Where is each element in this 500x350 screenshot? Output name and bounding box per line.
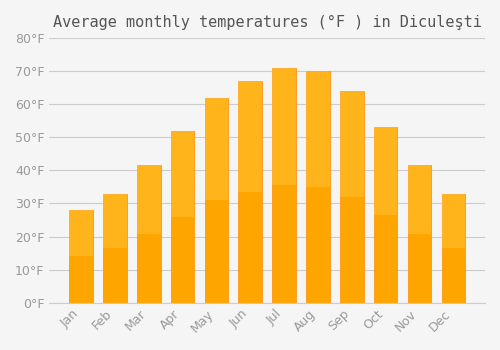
Bar [306, 71, 330, 187]
Bar [204, 98, 229, 200]
Bar [69, 210, 93, 303]
Bar [204, 98, 229, 303]
Bar [69, 210, 93, 256]
Title: Average monthly temperatures (°F ) in Diculeşti: Average monthly temperatures (°F ) in Di… [52, 15, 482, 30]
Bar [340, 91, 363, 197]
Bar [442, 194, 465, 303]
Bar [374, 127, 398, 303]
Bar [238, 81, 262, 192]
Bar [238, 81, 262, 303]
Bar [442, 194, 465, 248]
Bar [137, 166, 160, 303]
Bar [272, 68, 296, 185]
Bar [170, 131, 194, 217]
Bar [272, 68, 296, 303]
Bar [103, 194, 126, 248]
Bar [374, 127, 398, 215]
Bar [408, 166, 432, 234]
Bar [340, 91, 363, 303]
Bar [408, 166, 432, 303]
Bar [170, 131, 194, 303]
Bar [103, 194, 126, 303]
Bar [137, 166, 160, 234]
Bar [306, 71, 330, 303]
